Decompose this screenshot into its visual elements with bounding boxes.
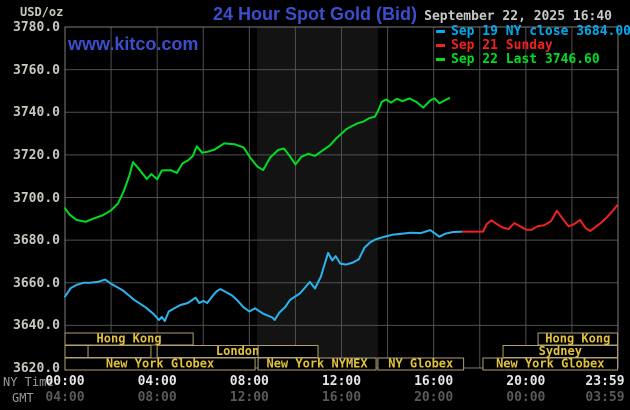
x-tick-label-ny: 08:00 [229, 374, 269, 389]
x-axis-ny-time-label: NY Time [3, 375, 54, 389]
y-tick-label: 3760.0 [13, 62, 60, 78]
x-axis-gmt-label: GMT [12, 391, 34, 405]
x-tick-label-ny: 23:59 [585, 374, 625, 389]
session-label: Sydney [539, 344, 582, 358]
y-tick-label: 3740.0 [13, 105, 60, 121]
y-tick-label: 3620.0 [13, 361, 60, 376]
x-tick-label-gmt: 03:59 [585, 390, 625, 405]
x-tick-label-gmt: 00:00 [506, 390, 546, 405]
legend-label: Sep 21 Sunday [451, 37, 553, 53]
series-line [64, 229, 464, 323]
x-tick-label-gmt: 04:00 [45, 390, 85, 405]
session-box [64, 345, 89, 358]
session-label: New York Globex [496, 357, 604, 371]
session-box [377, 357, 465, 371]
x-tick-label-gmt: 20:00 [414, 390, 454, 405]
page-title: 24 Hour Spot Gold (Bid) [213, 4, 417, 24]
x-tick-label-ny: 16:00 [414, 374, 454, 389]
series-line [64, 97, 451, 223]
y-tick-label: 3780.0 [13, 20, 60, 35]
y-tick-label: 3720.0 [13, 147, 60, 163]
session-box [482, 357, 619, 371]
y-tick-label: 3660.0 [13, 275, 60, 291]
y-axis-unit-label: USD/oz [20, 5, 64, 19]
y-tick-label: 3640.0 [13, 318, 60, 334]
session-label: New York Globex [106, 357, 214, 371]
session-box [257, 357, 377, 371]
session-label: Hong Kong [97, 332, 162, 346]
legend-dash-icon [436, 43, 445, 47]
series-line [461, 204, 619, 233]
x-tick-label-ny: 12:00 [321, 374, 362, 389]
session-label: New York NYMEX [266, 357, 368, 371]
x-tick-label-ny: 04:00 [137, 374, 177, 389]
legend-label: Sep 19 NY close 3684.00 [451, 23, 630, 39]
y-tick-label: 3680.0 [13, 233, 60, 249]
legend-item-sep19: Sep 19 NY close 3684.00 [436, 23, 630, 39]
legend-label: Sep 22 Last 3746.60 [451, 51, 600, 67]
legend-item-sep22: Sep 22 Last 3746.60 [436, 51, 630, 67]
y-tick-label: 3700.0 [13, 190, 60, 206]
legend-item-sep21: Sep 21 Sunday [436, 37, 630, 53]
session-box [64, 357, 256, 371]
x-tick-label-gmt: 08:00 [137, 390, 177, 405]
x-tick-label-gmt: 12:00 [229, 390, 269, 405]
x-tick-label-ny: 00:00 [45, 374, 85, 389]
legend-dash-icon [436, 29, 445, 33]
chart-legend: Sep 19 NY close 3684.00 Sep 21 Sunday Se… [436, 23, 630, 67]
chart-datetime: September 22, 2025 16:40 [424, 9, 612, 24]
session-label: Hong Kong [545, 332, 610, 346]
session-label: NY Globex [388, 357, 453, 371]
legend-dash-icon [436, 57, 445, 61]
x-tick-label-ny: 20:00 [506, 374, 546, 389]
kitco-watermark-link[interactable]: www.kitco.com [68, 34, 199, 54]
session-label: London [216, 344, 259, 358]
x-tick-label-gmt: 16:00 [321, 390, 362, 405]
